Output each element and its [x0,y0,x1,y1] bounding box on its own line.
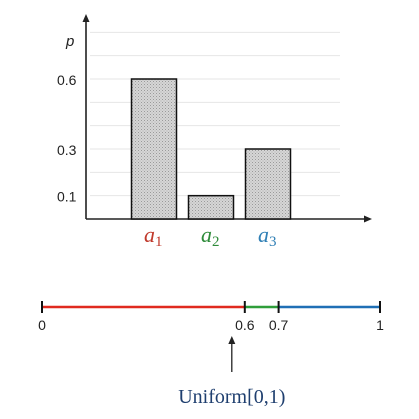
bar [244,148,292,220]
category-label: a1 [144,222,163,250]
bar [130,78,178,220]
number-line: 0 0.6 0.7 1 Uniform[0,1) [38,301,384,408]
tick-label: 0 [38,317,46,333]
bar-chart: p 0.1 0.3 0.6 a1 a2 a3 [57,14,372,250]
annotation-label: Uniform[0,1) [178,386,285,408]
tick-label: 1 [376,317,384,333]
tick-label: 0.6 [235,317,255,333]
x-axis-arrow [364,215,372,223]
category-label: a2 [201,222,220,250]
bar [187,194,235,220]
tick-label: 0.7 [269,317,289,333]
y-axis-label: p [65,33,74,50]
y-axis-arrow [82,14,90,22]
category-label: a3 [258,222,277,250]
y-tick-label: 0.1 [57,189,77,205]
sample-arrow-head [228,336,236,344]
y-tick-label: 0.3 [57,142,77,158]
y-tick-label: 0.6 [57,72,77,88]
